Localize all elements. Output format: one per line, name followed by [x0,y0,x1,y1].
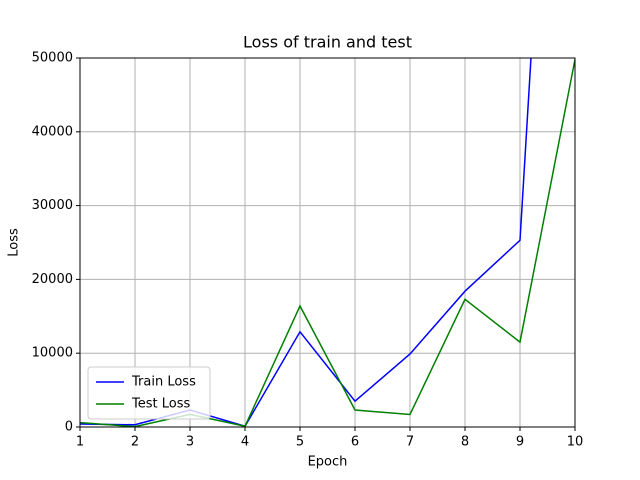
y-axis-label: Loss [7,228,22,257]
y-tick-label: 0 [65,420,73,435]
x-tick-label: 5 [296,435,304,450]
x-tick-label: 3 [186,435,194,450]
x-tick-label: 1 [76,435,84,450]
legend-box [87,366,211,420]
x-tick-label: 2 [131,435,139,450]
x-tick-label: 7 [406,435,414,450]
chart-title: Loss of train and test [243,33,412,52]
x-tick-label: 8 [461,435,469,450]
x-tick-label: 9 [516,435,524,450]
x-tick-label: 10 [567,435,584,450]
y-tick-label: 40000 [32,124,73,139]
legend-label: Test Loss [131,397,190,412]
line-series [80,59,575,427]
axes-frame [79,57,576,428]
x-tick-label: 4 [241,435,249,450]
y-tick-label: 30000 [32,198,73,213]
ticks: 1 2 3 4 5 6 7 8 9 10 0 10000 20000 30000 40000 50000 [32,51,584,450]
y-tick-label: 50000 [32,51,73,66]
x-tick-label: 6 [351,435,359,450]
y-tick-label: 10000 [32,346,73,361]
x-axis-label: Epoch [308,455,348,470]
legend-label: Train Loss [131,375,196,390]
y-tick-label: 20000 [32,272,73,287]
legend: Train Loss Test Loss [87,366,211,420]
